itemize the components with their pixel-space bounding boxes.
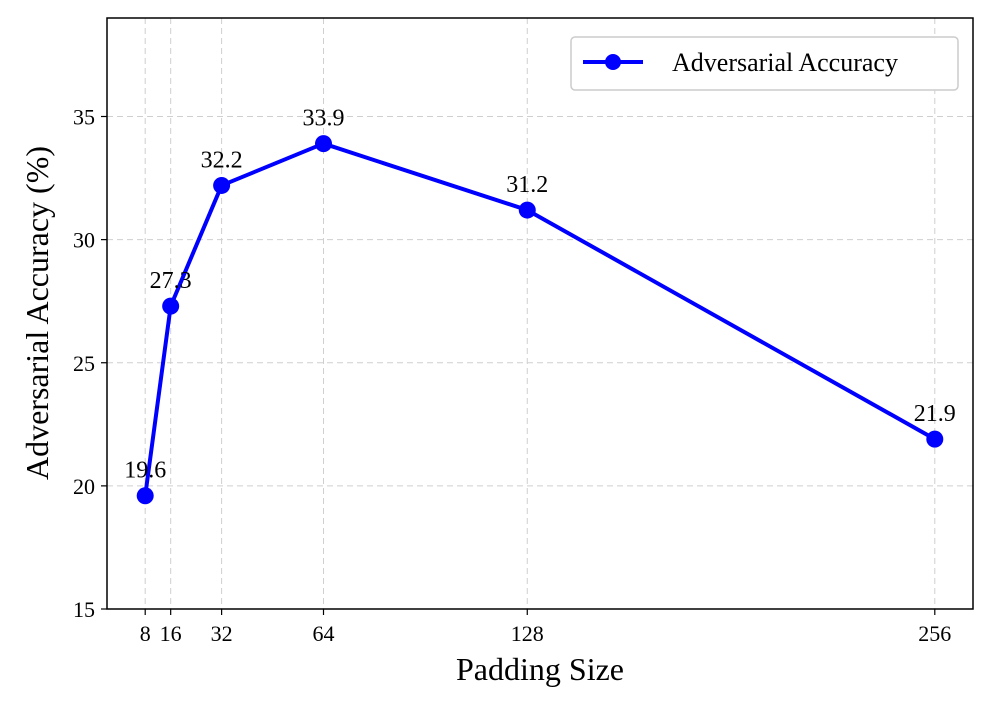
x-axis: 8 16 32 64 128 256: [140, 609, 951, 646]
legend-label: Adversarial Accuracy: [672, 48, 898, 77]
x-tick-label: 32: [211, 621, 233, 646]
x-tick-label: 256: [918, 621, 951, 646]
data-point: [518, 201, 536, 219]
y-tick-label: 15: [73, 597, 95, 622]
data-label: 33.9: [303, 106, 345, 132]
y-axis: 15 20 25 30 35: [73, 105, 107, 622]
x-tick-label: 128: [511, 621, 544, 646]
plot-frame: [106, 17, 974, 610]
data-label: 31.2: [506, 172, 548, 198]
x-tick-label: 64: [313, 621, 335, 646]
legend: Adversarial Accuracy: [570, 36, 959, 91]
data-point: [213, 176, 231, 194]
data-label: 21.9: [914, 401, 956, 427]
data-point: [136, 487, 154, 505]
data-label: 27.3: [150, 268, 192, 294]
y-tick-label: 20: [73, 474, 95, 499]
y-tick-label: 25: [73, 351, 95, 376]
x-tick-label: 8: [140, 621, 151, 646]
grid: [107, 18, 973, 610]
data-point: [315, 135, 332, 153]
y-tick-label: 30: [73, 228, 95, 253]
data-point: [162, 297, 180, 315]
series-layer: [136, 135, 944, 505]
x-tick-label: 16: [160, 621, 182, 646]
legend-marker: [605, 54, 621, 70]
legend-box: [570, 36, 959, 91]
data-point: [926, 430, 944, 448]
y-axis-title: Adversarial Accuracy (%): [19, 146, 55, 480]
y-tick-label: 35: [73, 105, 95, 130]
data-label: 32.2: [201, 147, 243, 173]
series-line: [143, 141, 936, 496]
x-axis-title: Padding Size: [456, 651, 624, 687]
data-label: 19.6: [124, 458, 166, 484]
data-labels: 19.6 27.3 32.2 33.9 31.2 21.9: [124, 106, 956, 484]
